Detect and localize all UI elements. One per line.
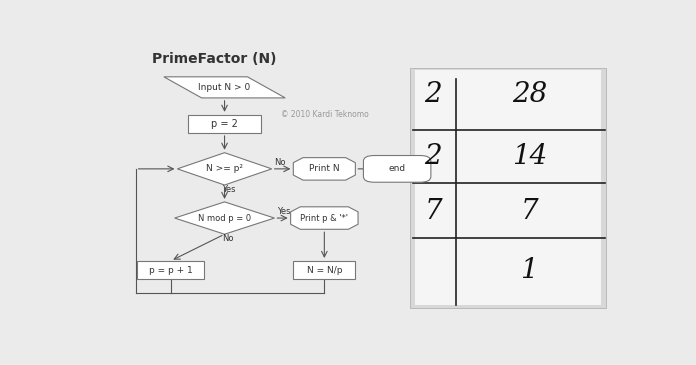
Text: No: No <box>222 234 233 243</box>
Polygon shape <box>293 158 356 180</box>
Text: No: No <box>274 158 286 167</box>
FancyBboxPatch shape <box>137 261 205 279</box>
FancyBboxPatch shape <box>409 68 606 308</box>
Text: Input N > 0: Input N > 0 <box>198 83 251 92</box>
Polygon shape <box>175 202 274 234</box>
Text: © 2010 Kardi Teknomo: © 2010 Kardi Teknomo <box>281 110 369 119</box>
Text: 2: 2 <box>425 81 442 108</box>
Text: Print N: Print N <box>309 164 340 173</box>
Text: Yes: Yes <box>222 185 235 194</box>
Text: 14: 14 <box>512 143 547 170</box>
Text: 2: 2 <box>425 143 442 170</box>
Text: PrimeFactor (N): PrimeFactor (N) <box>152 52 276 66</box>
Text: N >= p²: N >= p² <box>206 164 243 173</box>
Text: N = N/p: N = N/p <box>306 266 342 274</box>
Polygon shape <box>291 207 358 229</box>
Text: 28: 28 <box>512 81 547 108</box>
Text: 7: 7 <box>521 197 538 224</box>
FancyBboxPatch shape <box>293 261 356 279</box>
FancyBboxPatch shape <box>415 70 601 305</box>
Text: Print p & '*': Print p & '*' <box>301 214 348 223</box>
Text: end: end <box>388 164 406 173</box>
Text: Yes: Yes <box>276 207 290 216</box>
Text: p = p + 1: p = p + 1 <box>149 266 193 274</box>
Text: p = 2: p = 2 <box>211 119 238 129</box>
Text: 7: 7 <box>425 197 442 224</box>
Polygon shape <box>164 77 285 98</box>
Text: 1: 1 <box>521 257 538 284</box>
FancyBboxPatch shape <box>188 115 261 133</box>
Text: N mod p = 0: N mod p = 0 <box>198 214 251 223</box>
FancyBboxPatch shape <box>363 155 431 182</box>
Polygon shape <box>177 153 271 185</box>
